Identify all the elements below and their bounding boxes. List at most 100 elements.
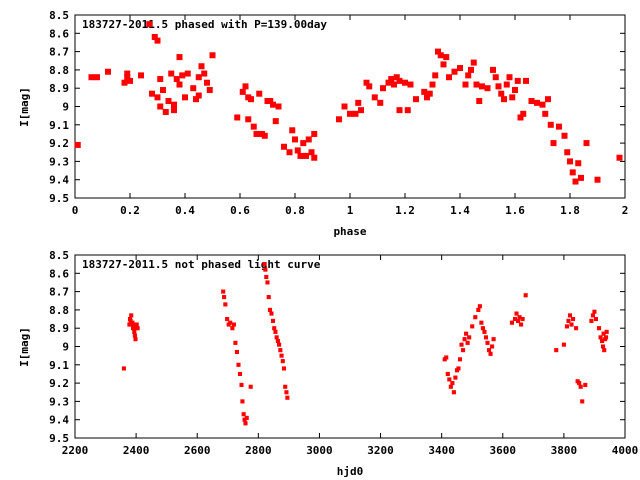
data-point <box>590 313 595 318</box>
data-point <box>377 99 384 106</box>
data-point <box>594 176 601 183</box>
y-tick-label: 8.5 <box>49 9 69 22</box>
data-point <box>171 101 177 108</box>
data-point <box>476 98 483 105</box>
data-point <box>596 326 602 331</box>
data-point <box>300 140 307 147</box>
data-point <box>233 340 238 345</box>
data-point <box>261 132 268 139</box>
data-point <box>465 340 470 345</box>
data-point <box>396 107 403 114</box>
data-point <box>550 140 557 147</box>
data-point <box>184 70 191 77</box>
data-point <box>564 149 571 156</box>
data-point <box>289 127 296 134</box>
data-point <box>270 318 276 323</box>
data-point <box>480 326 485 331</box>
data-point <box>495 83 502 90</box>
data-point <box>574 326 579 331</box>
data-point <box>572 178 579 185</box>
data-point <box>446 74 452 81</box>
unphased-title: 183727-2011.5 not phased light curve <box>82 258 321 271</box>
data-point <box>297 152 304 159</box>
y-tick-label: 8.7 <box>49 46 69 59</box>
data-point <box>244 415 249 420</box>
data-point <box>485 340 490 345</box>
data-point <box>265 280 270 285</box>
data-point <box>388 76 395 83</box>
data-point <box>236 362 241 367</box>
data-point <box>121 79 128 86</box>
data-point <box>256 90 263 97</box>
data-point <box>545 96 551 103</box>
data-point <box>243 421 248 426</box>
data-point <box>281 143 287 150</box>
y-tick-label: 9.3 <box>49 395 69 408</box>
y-tick-label: 8.7 <box>49 286 69 299</box>
data-point <box>355 99 362 106</box>
data-point <box>593 316 599 322</box>
data-point <box>146 21 153 28</box>
data-point <box>190 85 197 92</box>
data-point <box>451 390 456 395</box>
x-tick-label: 3000 <box>306 444 333 457</box>
data-point <box>476 307 481 312</box>
y-tick-label: 9.2 <box>49 377 69 390</box>
data-point <box>179 72 186 79</box>
data-point <box>457 65 463 72</box>
data-point <box>154 37 161 44</box>
data-point <box>285 395 290 400</box>
data-point <box>311 154 318 161</box>
data-point <box>556 123 562 130</box>
data-point <box>223 302 228 307</box>
data-point <box>160 87 166 94</box>
data-point <box>380 85 386 92</box>
data-point <box>404 107 411 114</box>
data-point <box>264 274 269 280</box>
data-point <box>575 160 582 167</box>
y-tick-label: 8.5 <box>49 249 69 262</box>
data-point <box>173 76 180 83</box>
data-point <box>440 61 447 68</box>
data-point <box>248 96 254 103</box>
data-point <box>168 70 175 77</box>
data-point <box>523 77 529 84</box>
data-point <box>450 381 455 386</box>
data-point <box>352 110 359 117</box>
x-tick-label: 4000 <box>612 444 639 457</box>
y-tick-label: 8.8 <box>49 304 69 317</box>
data-point <box>465 72 472 79</box>
data-point <box>275 103 282 110</box>
x-tick-label: 0.6 <box>230 204 250 217</box>
data-point <box>519 322 524 327</box>
data-point <box>391 81 397 88</box>
x-tick-label: 3200 <box>367 444 394 457</box>
data-point <box>566 318 571 323</box>
data-point <box>308 149 315 156</box>
data-point <box>294 147 301 154</box>
y-tick-label: 9.1 <box>49 119 69 132</box>
data-point <box>509 320 514 325</box>
x-tick-label: 2600 <box>184 444 211 457</box>
data-point <box>443 54 450 61</box>
data-point <box>467 335 472 340</box>
data-point <box>426 90 433 97</box>
y-tick-label: 9.3 <box>49 155 69 168</box>
phased-point-group <box>74 21 623 185</box>
data-point <box>577 381 582 386</box>
data-point <box>473 315 478 320</box>
data-point <box>135 326 140 331</box>
data-point <box>240 399 245 404</box>
data-point <box>242 83 249 90</box>
y-tick-label: 9 <box>62 341 69 354</box>
data-point <box>598 335 603 340</box>
data-point <box>498 90 505 97</box>
data-point <box>241 412 246 417</box>
x-tick-label: 0 <box>72 204 79 217</box>
data-point <box>456 366 461 371</box>
y-tick-label: 8.6 <box>49 27 69 40</box>
data-point <box>149 90 155 97</box>
data-point <box>234 349 239 355</box>
data-point <box>583 140 590 147</box>
data-point <box>437 52 444 59</box>
